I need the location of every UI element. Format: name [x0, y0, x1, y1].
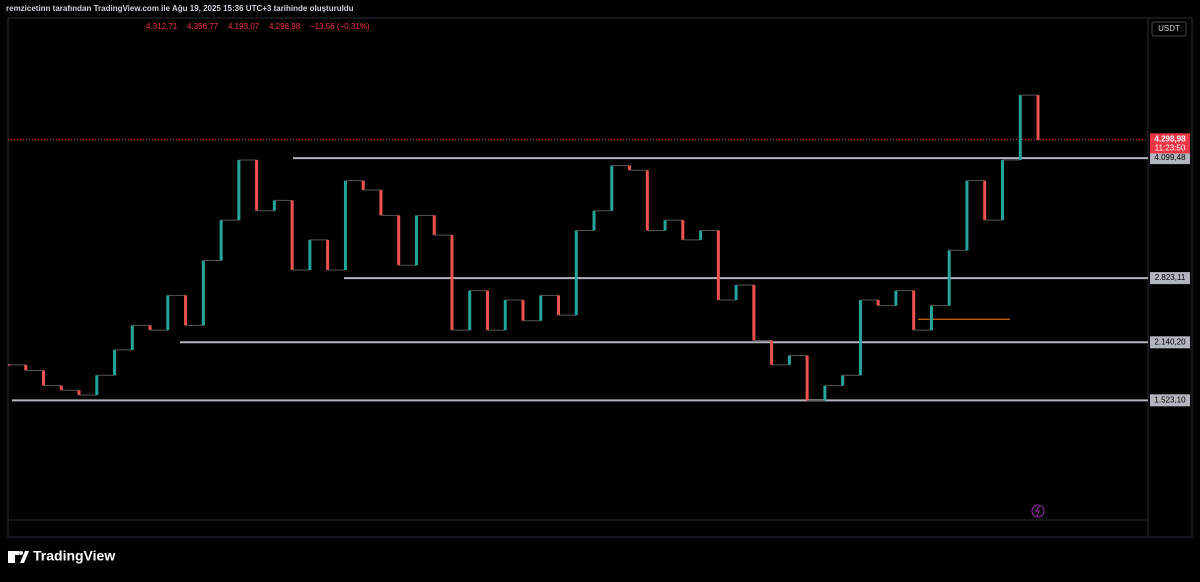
- attribution: remzicetinn tarafından TradingView.com i…: [6, 4, 354, 13]
- level-label: 1.523,10: [1154, 395, 1186, 404]
- logo-part: [8, 551, 15, 563]
- lightning-icon[interactable]: [1031, 504, 1045, 518]
- ohlc-value: 4.193,07: [228, 22, 260, 31]
- ohlc-value: 4.356,77: [187, 22, 219, 31]
- currency: USDT: [1158, 24, 1180, 33]
- logo-part: [19, 551, 23, 555]
- ohlc-value: −13,56 (−0,31%): [310, 22, 370, 31]
- brand-name: TradingView: [33, 548, 115, 564]
- level-label-box: [1150, 152, 1190, 165]
- chart-frame: [7, 17, 1193, 538]
- level-label: 2.140,20: [1154, 337, 1186, 346]
- level-label-box: [1150, 394, 1190, 407]
- level-label-box: [1150, 272, 1190, 285]
- level-label: 2.823,11: [1155, 273, 1186, 282]
- last-price-label: 4.298,98: [1154, 134, 1186, 143]
- ohlc-value: 4.298,98: [269, 22, 301, 31]
- logo-part: [20, 551, 29, 563]
- ohlc-value: 4.312,71: [146, 22, 178, 31]
- logo-part: [8, 551, 19, 555]
- level-label-box: [1150, 336, 1190, 349]
- currency-box: [1151, 21, 1187, 37]
- lightning-icon-glyph: [1035, 505, 1040, 517]
- brand-logo: [8, 551, 29, 563]
- countdown-label: 11:23:50: [1155, 143, 1186, 152]
- level-label: 4.099,48: [1154, 153, 1186, 162]
- last-price-box: [1150, 133, 1190, 154]
